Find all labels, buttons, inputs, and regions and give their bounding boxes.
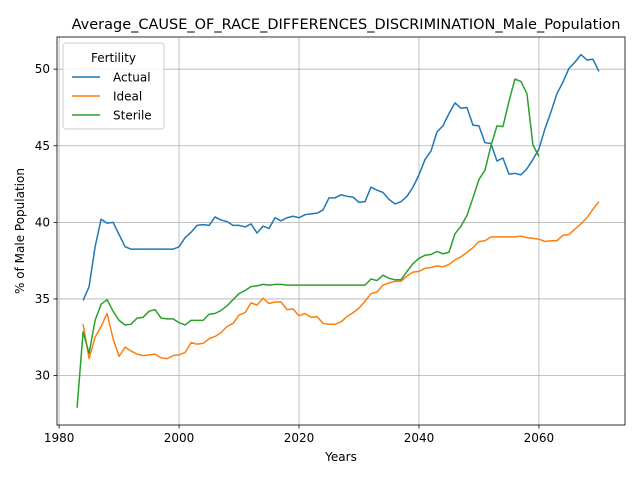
series-line-actual [82, 53, 600, 301]
y-tick-label: 50 [35, 62, 50, 76]
x-tick-label: 2060 [524, 431, 555, 445]
legend: Fertility Actual Ideal Sterile [62, 42, 165, 130]
y-tick-label: 30 [35, 369, 50, 383]
x-tick-label: 1980 [44, 431, 75, 445]
x-tick-label: 2040 [404, 431, 435, 445]
y-axis-label: % of Male Population [13, 168, 27, 294]
y-tick-label: 35 [35, 292, 50, 306]
x-axis-ticks: 1980 2000 2020 2040 2060 [44, 425, 554, 445]
series-line-ideal [82, 201, 600, 360]
y-axis-ticks: 30 35 40 45 50 [35, 62, 57, 383]
legend-label-sterile: Sterile [113, 109, 152, 123]
legend-label-ideal: Ideal [113, 90, 142, 104]
legend-box [62, 42, 165, 130]
legend-label-actual: Actual [113, 71, 151, 85]
x-axis-label: Years [324, 450, 357, 464]
legend-items: Actual Ideal Sterile [72, 71, 152, 123]
plot-frame [56, 36, 626, 426]
x-tick-label: 2000 [164, 431, 195, 445]
grid-lines [57, 37, 625, 425]
y-tick-label: 45 [35, 139, 50, 153]
x-tick-label: 2020 [284, 431, 315, 445]
series-line-sterile [76, 78, 540, 408]
series-layer [76, 53, 600, 408]
y-tick-label: 40 [35, 215, 50, 229]
chart-title: Average_CAUSE_OF_RACE_DIFFERENCES_DISCRI… [72, 17, 621, 33]
legend-title: Fertility [91, 51, 136, 65]
